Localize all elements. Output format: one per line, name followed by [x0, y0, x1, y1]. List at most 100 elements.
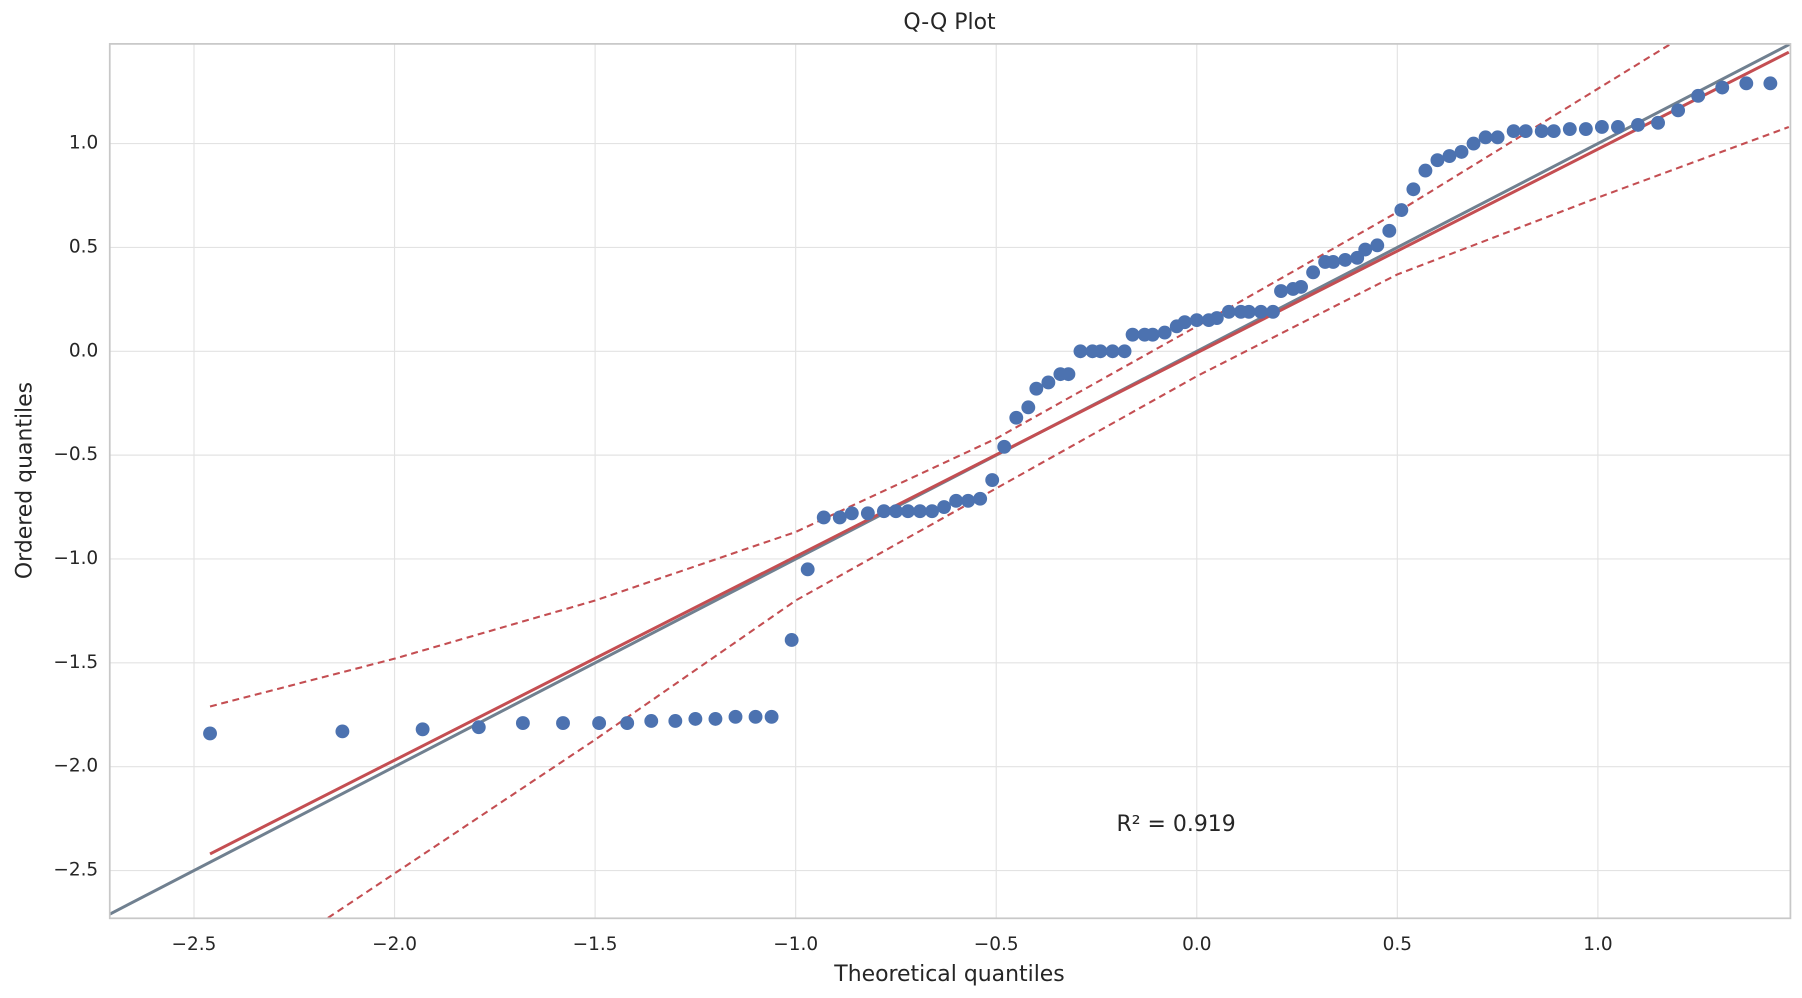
point — [708, 711, 723, 726]
point — [1406, 182, 1421, 197]
point — [1594, 120, 1609, 134]
point — [471, 720, 486, 735]
point — [1221, 304, 1236, 319]
point — [973, 491, 988, 506]
point — [1394, 203, 1409, 217]
point — [1466, 136, 1481, 151]
point — [1370, 238, 1385, 253]
point — [889, 504, 903, 519]
point — [913, 504, 927, 519]
point — [1209, 311, 1224, 325]
y-tick-label: 0.5 — [69, 236, 98, 257]
point — [961, 493, 976, 508]
point — [748, 709, 763, 724]
point — [688, 711, 703, 726]
y-tick-label: 0.0 — [69, 340, 98, 361]
point — [844, 506, 859, 521]
point — [1306, 265, 1321, 280]
point — [1029, 381, 1044, 396]
point — [816, 510, 831, 525]
point — [1105, 344, 1120, 359]
point — [1478, 130, 1493, 145]
point — [1177, 315, 1192, 330]
chart-title: Q-Q Plot — [903, 10, 996, 35]
point — [1490, 130, 1505, 145]
point — [1274, 284, 1288, 298]
point — [1189, 313, 1204, 328]
point — [1715, 80, 1730, 95]
point — [1358, 242, 1373, 257]
x-tick-label: −1.5 — [573, 934, 618, 955]
point — [1671, 103, 1686, 118]
point — [1009, 410, 1024, 425]
point — [1021, 400, 1036, 415]
point — [1442, 149, 1457, 163]
x-tick-label: −2.0 — [372, 934, 417, 955]
x-tick-label: 1.0 — [1583, 934, 1612, 955]
point — [620, 716, 635, 730]
point — [1651, 115, 1665, 130]
point — [937, 500, 952, 514]
point — [1454, 144, 1469, 159]
point — [949, 493, 964, 508]
point — [1073, 344, 1088, 359]
y-tick-label: −0.5 — [53, 444, 98, 465]
reference-line — [209, 50, 1790, 856]
annotation: R² = 0.919 — [1117, 812, 1236, 837]
point — [556, 716, 570, 730]
point — [1562, 122, 1577, 136]
y-axis-label: Ordered quantiles — [12, 382, 37, 579]
point — [1534, 124, 1549, 139]
point — [1578, 122, 1593, 136]
x-tick-label: −0.5 — [974, 934, 1019, 955]
point — [1338, 252, 1353, 267]
point — [1611, 120, 1625, 134]
point — [1061, 367, 1076, 382]
y-tick-label: −1.5 — [53, 652, 98, 673]
point — [1691, 88, 1706, 103]
y-tick-label: 1.0 — [69, 133, 98, 154]
point — [415, 722, 430, 737]
x-tick-label: 0.5 — [1383, 934, 1412, 955]
point — [1430, 153, 1445, 168]
point — [728, 709, 743, 724]
x-axis-label: Theoretical quantiles — [833, 962, 1064, 987]
confidence-band — [209, 43, 1671, 708]
point — [876, 504, 891, 519]
point — [335, 724, 350, 739]
x-tick-label: −1.0 — [773, 934, 818, 955]
point — [985, 473, 1000, 487]
x-tick-label: 0.0 — [1182, 934, 1211, 955]
point — [1294, 279, 1308, 294]
x-tick-label: −2.5 — [172, 934, 217, 955]
point — [860, 506, 875, 521]
point — [1506, 124, 1521, 139]
point — [1266, 304, 1280, 319]
point — [1041, 375, 1056, 390]
y-tick-label: −2.0 — [53, 756, 98, 777]
point — [1382, 223, 1397, 238]
point — [901, 504, 915, 519]
point — [764, 709, 779, 724]
y-tick-label: −2.5 — [53, 860, 98, 881]
point — [1093, 344, 1108, 359]
confidence-band — [327, 125, 1790, 919]
point — [1418, 163, 1433, 178]
point — [515, 716, 530, 730]
point — [1117, 344, 1132, 359]
point — [668, 714, 683, 728]
point — [1631, 117, 1645, 132]
point — [1241, 304, 1256, 319]
point — [997, 439, 1012, 454]
point — [1145, 327, 1160, 342]
point — [644, 714, 659, 728]
point — [1254, 304, 1268, 319]
point — [832, 510, 847, 525]
point — [1763, 76, 1778, 91]
point — [800, 562, 815, 577]
point — [784, 633, 799, 647]
point — [1546, 124, 1561, 139]
point — [592, 716, 607, 730]
point — [1739, 76, 1754, 91]
